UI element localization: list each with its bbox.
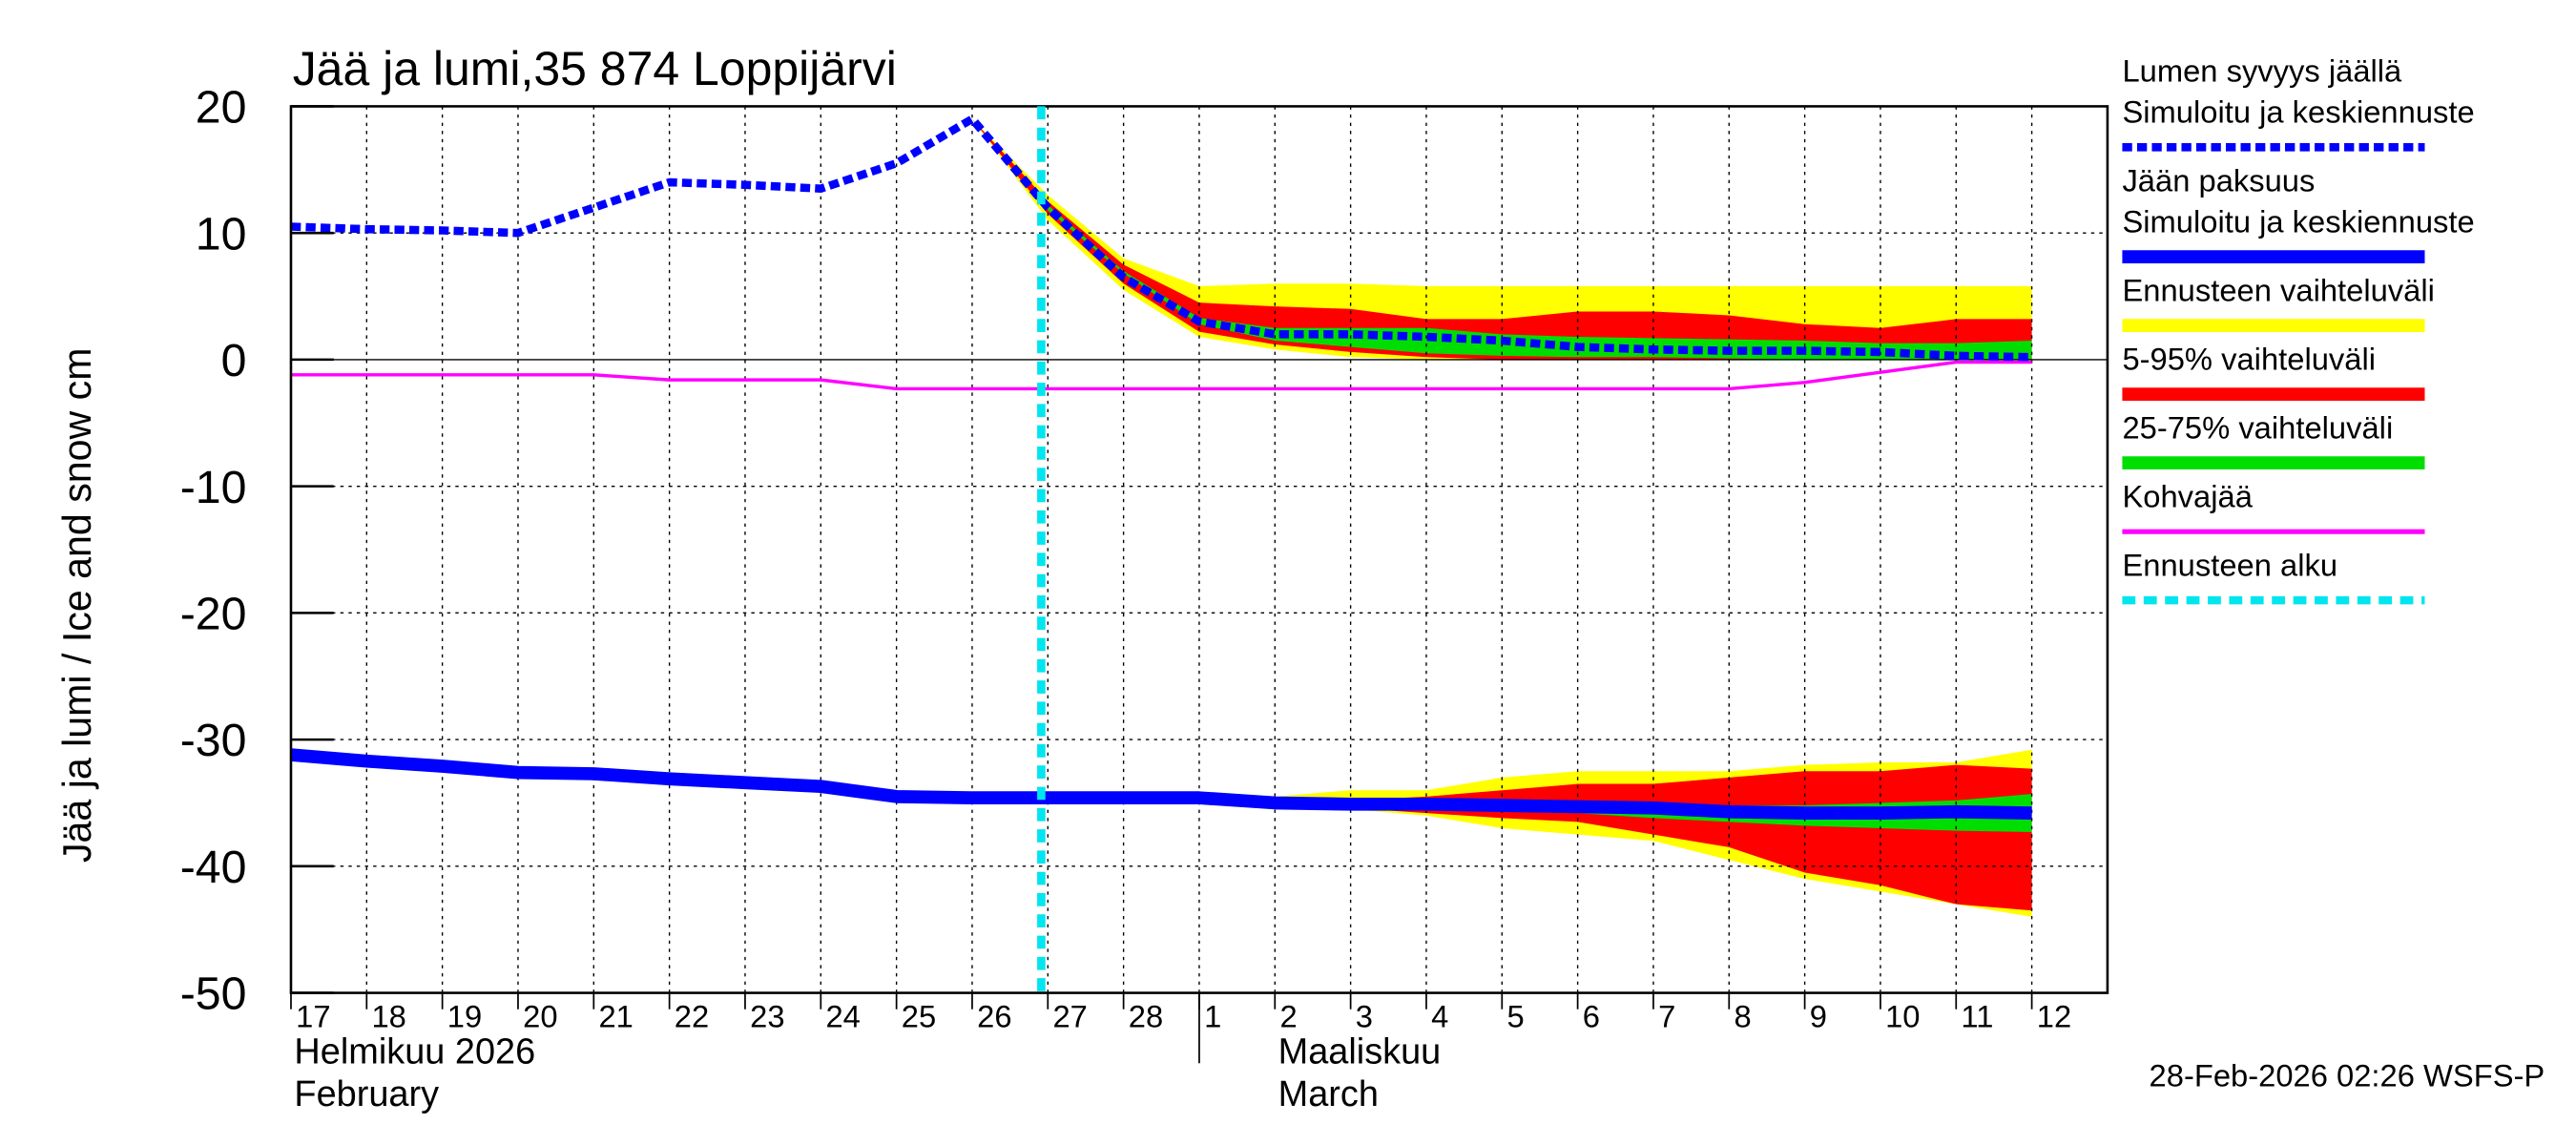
x-tick-label: 8 (1734, 999, 1751, 1034)
timestamp: 28-Feb-2026 02:26 WSFS-P (2150, 1057, 2545, 1093)
chart-title: Jää ja lumi,35 874 Loppijärvi (293, 42, 897, 95)
legend-label: Lumen syvyys jäällä (2122, 53, 2402, 89)
x-tick-label: 24 (825, 999, 860, 1034)
x-tick-label: 23 (750, 999, 784, 1034)
legend-label: Ennusteen alku (2122, 548, 2337, 583)
x-tick-label: 20 (523, 999, 557, 1034)
y-axis-label: Jää ja lumi / Ice and snow cm (55, 348, 99, 863)
x-tick-label: 4 (1431, 999, 1448, 1034)
y-tick-label: 0 (221, 335, 247, 386)
month-label: Helmikuu 2026 (294, 1031, 535, 1072)
x-tick-label: 10 (1885, 999, 1920, 1034)
plot-area (290, 105, 2108, 994)
x-tick-label: 17 (296, 999, 330, 1034)
x-tick-label: 27 (1052, 999, 1087, 1034)
x-tick-label: 12 (2037, 999, 2071, 1034)
series-line (290, 748, 2032, 820)
band-area (971, 118, 2032, 360)
y-tick-label: 20 (196, 82, 247, 134)
y-tick-label: -40 (180, 842, 247, 893)
x-tick-label: 18 (371, 999, 405, 1034)
band-area (971, 118, 2032, 360)
series-line (290, 114, 2032, 362)
month-label: Maaliskuu (1278, 1031, 1442, 1072)
x-tick-label: 1 (1204, 999, 1221, 1034)
legend-label: 5-95% vaihteluväli (2122, 342, 2376, 377)
x-tick-label: 19 (447, 999, 482, 1034)
y-tick-label: -50 (180, 968, 247, 1020)
legend-label: Simuloitu ja keskiennuste (2122, 204, 2474, 239)
x-tick-label: 2 (1279, 999, 1297, 1034)
legend-label: 25-75% vaihteluväli (2122, 410, 2393, 446)
x-tick-label: 3 (1356, 999, 1373, 1034)
band-area (1198, 764, 2032, 911)
x-tick-label: 7 (1658, 999, 1675, 1034)
month-label-en: March (1278, 1074, 1379, 1114)
band-area (1048, 204, 2032, 360)
legend-label: Jään paksuus (2122, 163, 2315, 198)
x-tick-label: 9 (1810, 999, 1827, 1034)
x-tick-label: 28 (1129, 999, 1163, 1034)
legend-label: Ennusteen vaihteluväli (2122, 273, 2434, 308)
x-tick-label: 22 (675, 999, 709, 1034)
month-label-en: February (294, 1074, 439, 1114)
x-tick-label: 11 (1961, 999, 1993, 1034)
legend-label: Simuloitu ja keskiennuste (2122, 94, 2474, 130)
series-line (290, 360, 2032, 391)
y-tick-label: -30 (180, 715, 247, 766)
y-tick-label: -20 (180, 589, 247, 640)
y-tick-label: -10 (180, 462, 247, 513)
legend-label: Kohvajää (2122, 479, 2253, 514)
x-tick-label: 21 (598, 999, 633, 1034)
x-tick-label: 25 (902, 999, 936, 1034)
x-tick-label: 26 (977, 999, 1011, 1034)
x-tick-label: 6 (1583, 999, 1600, 1034)
y-tick-label: 10 (196, 208, 247, 260)
x-tick-label: 5 (1506, 999, 1524, 1034)
